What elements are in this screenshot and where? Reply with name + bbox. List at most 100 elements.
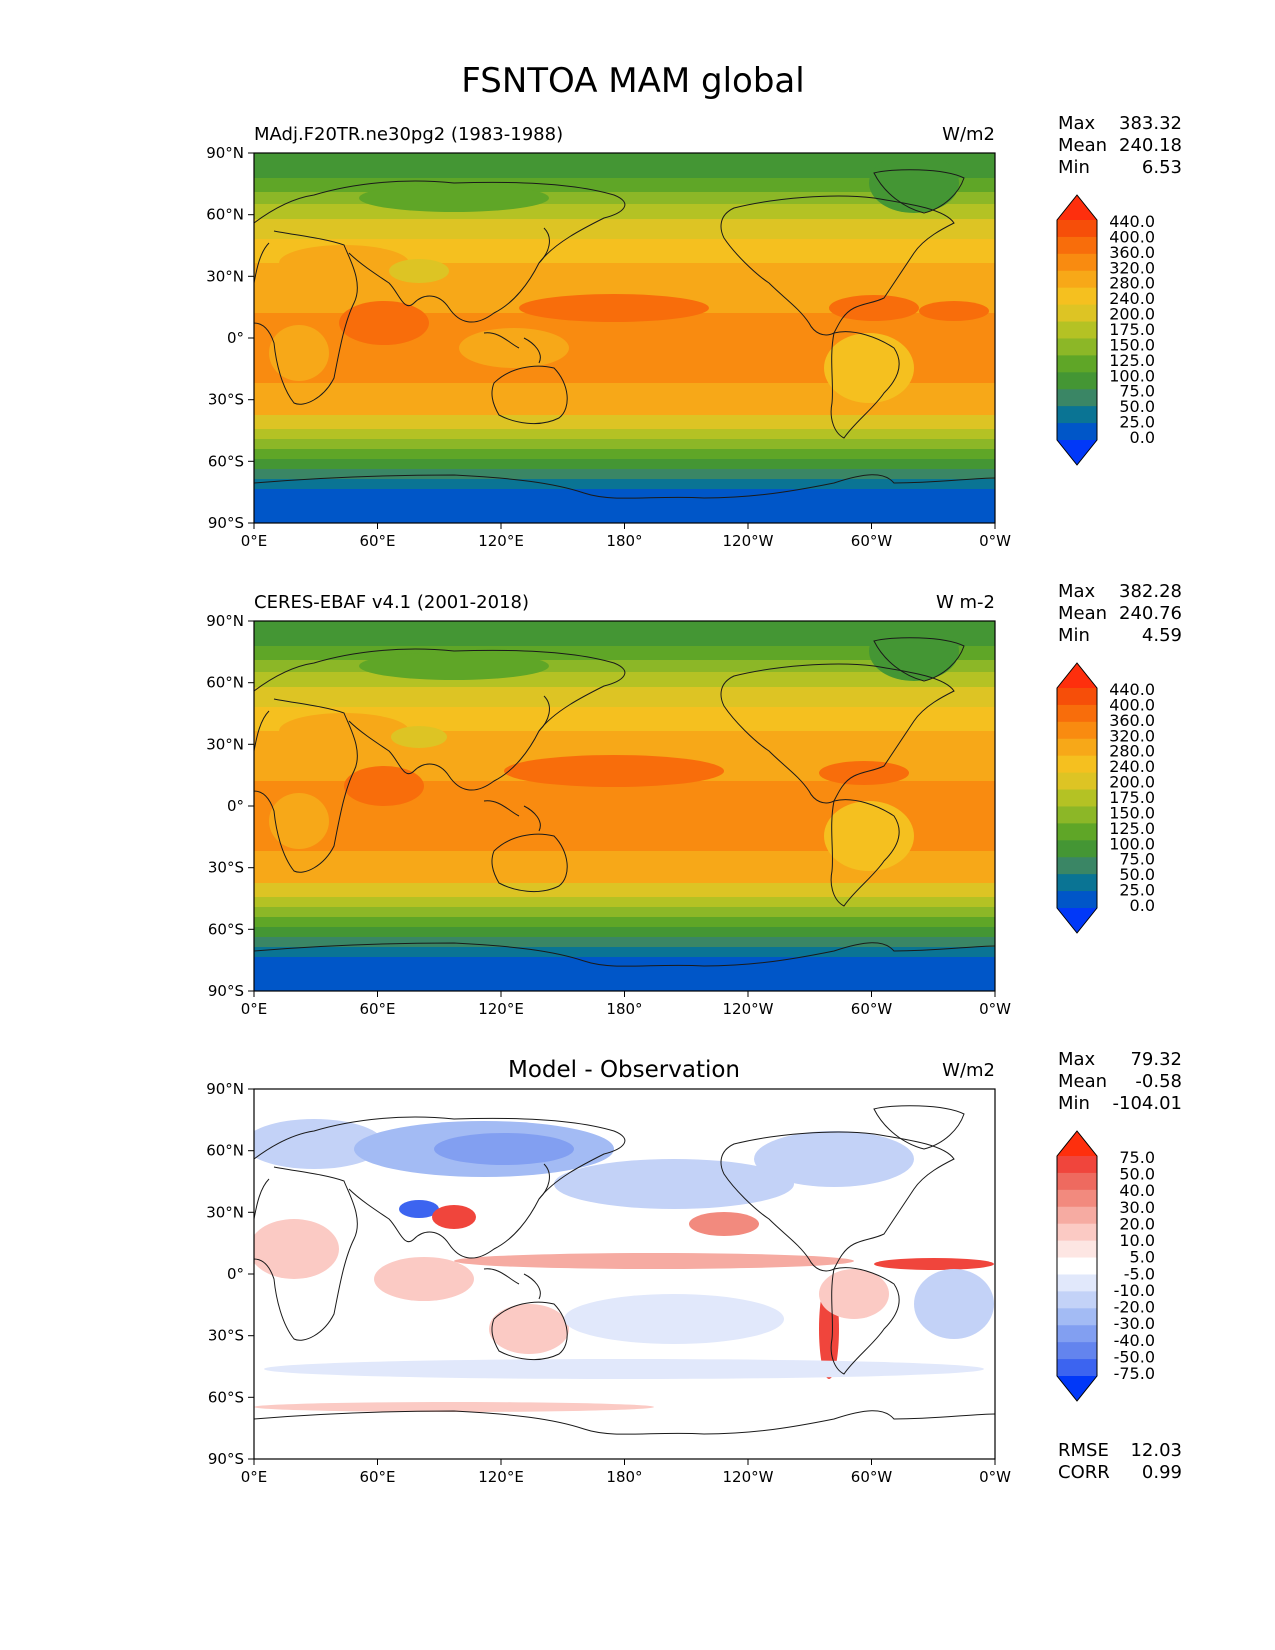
stat-value: 4.59 xyxy=(1142,625,1182,646)
panel-title: MAdj.F20TR.ne30pg2 (1983-1988) xyxy=(254,124,563,145)
colorbar-extend-bottom xyxy=(1057,1376,1097,1401)
colorbar-label: 280.0 xyxy=(1109,274,1155,293)
y-tick-label: 60°S xyxy=(208,452,244,470)
y-tick-label: 90°S xyxy=(208,1450,244,1468)
colorbar-label: -5.0 xyxy=(1124,1264,1155,1283)
colorbar-label: 440.0 xyxy=(1109,212,1155,231)
colorbar-label: 360.0 xyxy=(1109,243,1155,262)
x-tick-label: 60°W xyxy=(851,1468,893,1486)
band-antarctic-edge xyxy=(254,947,995,957)
panel-difference: Model - Observation W/m2 xyxy=(206,1049,1182,1486)
colorbar-segment xyxy=(1057,738,1097,757)
y-tick-label: 30°S xyxy=(208,859,244,877)
colorbar-segment xyxy=(1057,823,1097,841)
feature-arabian-sea-max xyxy=(344,766,424,806)
y-tick-label: 90°N xyxy=(206,144,244,162)
colorbar-segment xyxy=(1057,253,1097,272)
colorbar-label: 400.0 xyxy=(1109,227,1155,246)
x-tick-label: 120°E xyxy=(478,532,524,550)
x-tick-label: 0°W xyxy=(979,1468,1011,1486)
colorbar-segment xyxy=(1057,772,1097,791)
colorbar-segment xyxy=(1057,840,1097,858)
band-north-midlat-b xyxy=(254,687,995,707)
colorbar-label: 0.0 xyxy=(1130,896,1155,915)
stat-value: 6.53 xyxy=(1142,157,1182,178)
rmse-value: 12.03 xyxy=(1130,1440,1182,1461)
x-tick-label: 0°W xyxy=(979,1000,1011,1018)
stat-value: -0.58 xyxy=(1135,1071,1182,1092)
feature-maritime-continent xyxy=(459,328,569,368)
colorbar-segment xyxy=(1057,236,1097,255)
colorbar-label: 240.0 xyxy=(1109,289,1155,308)
band-south-midlat-a xyxy=(254,415,995,429)
band-south-midlat-c xyxy=(254,907,995,917)
colorbar-label: 75.0 xyxy=(1119,1148,1155,1167)
x-tick-label: 0°W xyxy=(979,532,1011,550)
feature-congo-basin xyxy=(269,325,329,381)
colorbar-label: 20.0 xyxy=(1119,1214,1155,1233)
rmse-label: RMSE xyxy=(1058,1440,1109,1461)
stat-label: Min xyxy=(1058,1093,1090,1114)
feature-amazon xyxy=(824,333,914,403)
colorbar-label: 150.0 xyxy=(1109,335,1155,354)
anomaly-north-america-neg xyxy=(754,1131,914,1187)
colorbar-segment xyxy=(1057,1291,1097,1309)
colorbar-extend-bottom xyxy=(1057,440,1097,465)
y-axis: 90°N 60°N 30°N 0° 30°S 60°S 90°S xyxy=(206,612,254,1000)
anomaly-australia-pos xyxy=(489,1304,569,1354)
colorbar-label: 100.0 xyxy=(1109,366,1155,385)
colorbar-segment xyxy=(1057,1223,1097,1242)
colorbar-segment xyxy=(1057,1342,1097,1360)
panel-title-center: Model - Observation xyxy=(508,1057,740,1083)
stat-label: Max xyxy=(1058,113,1096,134)
coast-australia xyxy=(491,365,568,424)
stat-value: 79.32 xyxy=(1130,1049,1182,1070)
stat-value: 383.32 xyxy=(1119,113,1182,134)
panel-observation: CERES-EBAF v4.1 (2001-2018) W m-2 xyxy=(206,581,1182,1018)
regional-features xyxy=(269,621,959,871)
colorbar-label: 50.0 xyxy=(1119,865,1155,884)
coast-japan xyxy=(538,1163,550,1200)
colorbar-label: 10.0 xyxy=(1119,1231,1155,1250)
colorbar-label: 40.0 xyxy=(1119,1181,1155,1200)
stat-label: Mean xyxy=(1058,603,1107,624)
band-south-ocean-a xyxy=(254,917,995,927)
x-axis: 0°E 60°E 120°E 180° 120°W 60°W 0°W xyxy=(241,523,1011,550)
x-axis: 0°E 60°E 120°E 180° 120°W 60°W 0°W xyxy=(241,991,1011,1018)
panel-model: MAdj.F20TR.ne30pg2 (1983-1988) W/m2 xyxy=(206,113,1182,550)
colorbar-outline xyxy=(1056,194,1098,466)
y-axis: 90°N 60°N 30°N 0° 30°S 60°S 90°S xyxy=(206,1080,254,1468)
units-label: W/m2 xyxy=(942,1060,995,1081)
stat-value: 382.28 xyxy=(1119,581,1182,602)
coast-maritime xyxy=(483,800,541,832)
feature-tibet xyxy=(389,259,449,283)
colorbar-label: -75.0 xyxy=(1114,1364,1155,1383)
stat-label: Mean xyxy=(1058,135,1107,156)
x-tick-label: 180° xyxy=(606,1468,642,1486)
feature-caribbean-max xyxy=(829,295,919,321)
feature-greenland xyxy=(869,153,959,213)
colorbar-segment xyxy=(1057,1240,1097,1259)
y-tick-label: 0° xyxy=(227,1265,244,1283)
map-plot xyxy=(254,1089,995,1459)
x-tick-label: 180° xyxy=(606,532,642,550)
colorbar-label: 150.0 xyxy=(1109,803,1155,822)
anomaly-equatorial-pos xyxy=(454,1253,854,1269)
anomaly-antarctic-coast-pos xyxy=(254,1402,654,1412)
band-north-midlat-b xyxy=(254,219,995,239)
colorbar-segment xyxy=(1057,1308,1097,1326)
y-tick-label: 60°N xyxy=(206,1142,244,1160)
x-tick-label: 120°W xyxy=(723,1000,774,1018)
coast-antarctica xyxy=(254,942,995,967)
x-tick-label: 0°E xyxy=(241,532,268,550)
band-antarctica xyxy=(254,489,995,523)
colorbar-label: -30.0 xyxy=(1114,1314,1155,1333)
colorbar-segment xyxy=(1057,1325,1097,1343)
colorbar-extend-top xyxy=(1057,195,1097,220)
units-label: W/m2 xyxy=(942,124,995,145)
anomaly-south-america-pos xyxy=(819,1269,889,1319)
band-south-midlat-b xyxy=(254,897,995,907)
anomaly-tibet-neg xyxy=(399,1200,439,1218)
stats-box: Max 79.32 Mean -0.58 Min -104.01 xyxy=(1058,1049,1182,1114)
colorbar: 440.0400.0360.0320.0280.0240.0200.0175.0… xyxy=(1056,662,1155,934)
